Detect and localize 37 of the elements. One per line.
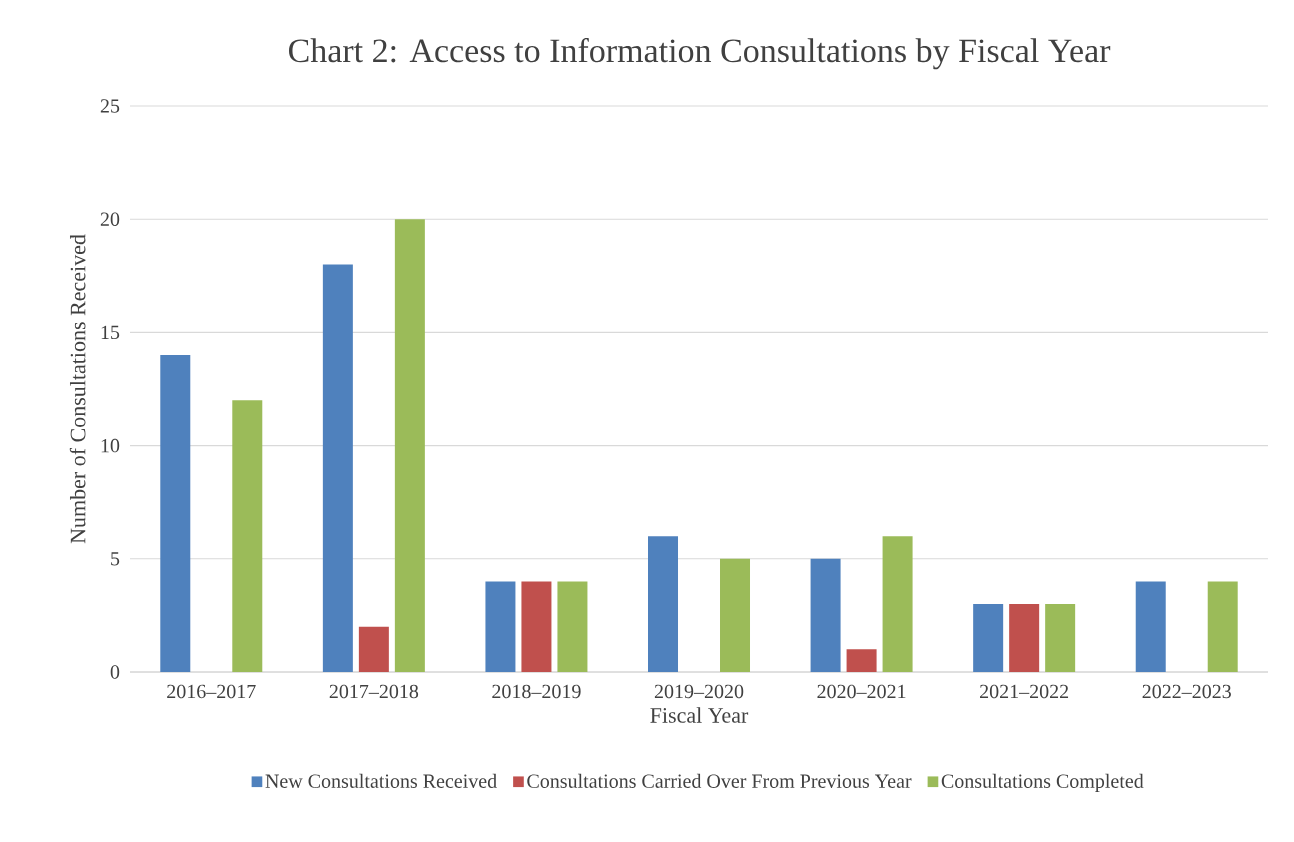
bar xyxy=(648,536,679,672)
bar xyxy=(1135,581,1166,672)
bar xyxy=(485,581,516,672)
y-tick-label: 25 xyxy=(100,99,120,113)
bar xyxy=(394,219,425,672)
legend-label: Consultations Completed xyxy=(941,773,1144,792)
bar xyxy=(1045,604,1076,672)
x-axis-title: Fiscal Year xyxy=(650,707,749,723)
bar xyxy=(720,558,751,672)
x-tick-label: 2018–2019 xyxy=(492,684,581,699)
legend-label: Consultations Carried Over From Previous Year xyxy=(527,773,912,788)
y-axis-title: Number of Consultations Received xyxy=(69,234,86,544)
bar xyxy=(846,649,877,672)
chart-title: Chart 2: Access to Information Consultations by Fiscal Year xyxy=(288,38,1111,70)
x-tick-label: 2021–2022 xyxy=(980,684,1069,699)
y-tick-label: 15 xyxy=(101,325,120,340)
y-tick-label: 20 xyxy=(100,212,120,226)
y-tick-label: 5 xyxy=(111,552,120,566)
x-tick-label: 2020–2021 xyxy=(817,684,906,699)
x-tick-label: 2019–2020 xyxy=(654,684,744,699)
bar xyxy=(232,400,263,672)
y-tick-label: 0 xyxy=(110,665,120,679)
bar xyxy=(557,581,588,672)
bar xyxy=(810,558,841,672)
bar xyxy=(521,581,552,672)
legend-label: New Consultations Received xyxy=(265,773,497,788)
y-tick-label: 10 xyxy=(101,438,120,453)
bar xyxy=(882,536,913,672)
bar xyxy=(160,355,191,672)
x-tick-label: 2022–2023 xyxy=(1142,684,1231,699)
bar xyxy=(322,264,353,672)
x-tick-label: 2016–2017 xyxy=(167,684,256,699)
x-tick-label: 2017–2018 xyxy=(329,684,419,699)
bar xyxy=(1009,604,1040,672)
bar xyxy=(358,626,389,672)
bar xyxy=(1207,581,1238,672)
bar xyxy=(973,604,1004,672)
